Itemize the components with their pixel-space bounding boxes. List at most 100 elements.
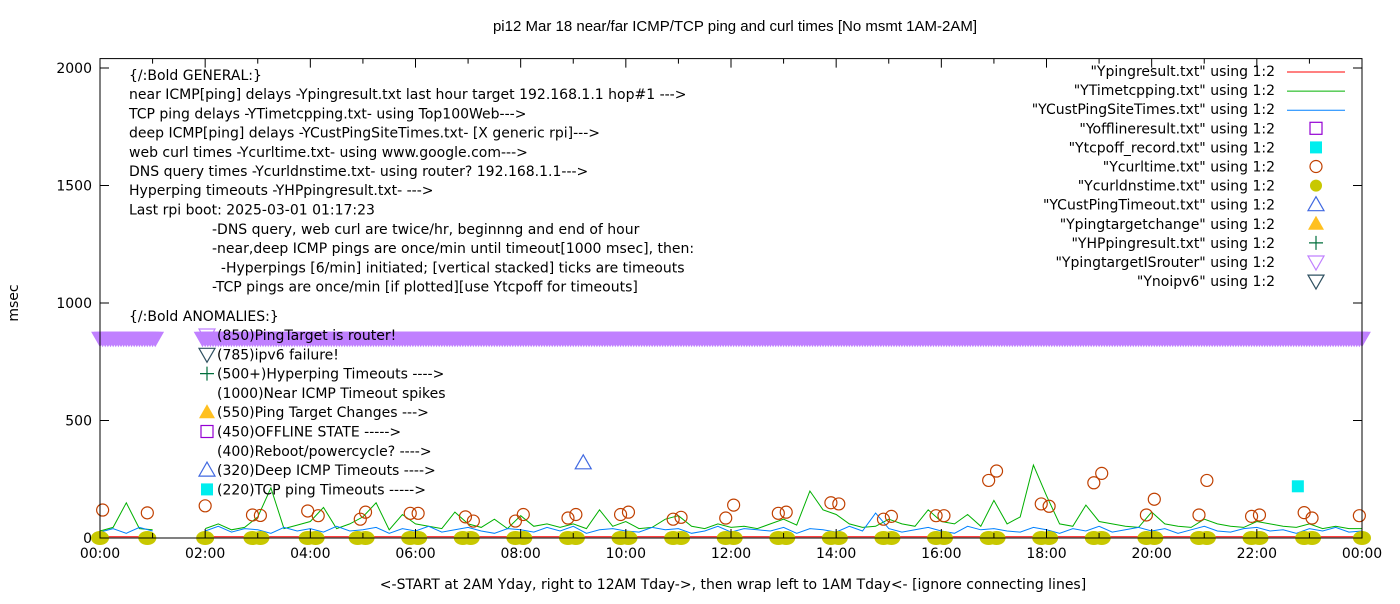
x-tick-label: 02:00 <box>185 546 225 562</box>
curl-point <box>779 505 793 519</box>
curl-point <box>1042 499 1056 513</box>
legend-label: "Ytcpoff_record.txt" using 1:2 <box>1069 140 1275 156</box>
legend-label: "Yofflineresult.txt" using 1:2 <box>1079 121 1275 137</box>
anomaly-text: (500+)Hyperping Timeouts ----> <box>217 367 444 383</box>
y-tick-label: 1000 <box>56 296 92 312</box>
anomaly-text: (450)OFFLINE STATE -----> <box>217 425 401 441</box>
curl-point <box>198 499 212 513</box>
curl-point <box>245 508 260 522</box>
legend-label: "Ycurldnstime.txt" using 1:2 <box>1078 179 1275 195</box>
annotation-note: -near,deep ICMP pings are once/min until… <box>212 241 694 257</box>
anomaly-symbol-plus <box>200 366 214 381</box>
y-tick-label: 500 <box>65 414 92 430</box>
legend-symbol-square-open <box>1309 121 1323 135</box>
curl-point <box>1087 476 1101 490</box>
legend-symbol-circle-open <box>1309 159 1323 174</box>
annotation-line: Hyperping timeouts -YHPpingresult.txt- -… <box>129 183 434 199</box>
anomalies-title: {/:Bold ANOMALIES:} <box>129 309 279 325</box>
curl-point <box>832 497 846 511</box>
anomaly-text: (1000)Near ICMP Timeout spikes <box>217 386 446 402</box>
curl-point <box>458 510 473 524</box>
x-tick-label: 04:00 <box>290 546 330 562</box>
anomaly-text: (550)Ping Target Changes ---> <box>217 405 429 421</box>
curl-point <box>311 509 325 523</box>
anomaly-symbol-triangle-up-open <box>197 460 217 477</box>
curl-point <box>353 512 367 526</box>
curl-point <box>1192 508 1206 522</box>
curl-point <box>771 506 785 520</box>
legend: "Ypingresult.txt" using 1:2 "YTimetcpping… <box>1032 64 1345 291</box>
curl-point <box>358 505 373 519</box>
curl-point <box>1147 492 1161 506</box>
anomaly-symbol-triangle-down-open <box>197 347 217 364</box>
axes: 0 500 1000 1500 2000 00:00 02:00 04:00 06:00 08:0… <box>56 58 1382 562</box>
legend-label: "YTimetcpping.txt" using 1:2 <box>1074 83 1275 99</box>
curl-point <box>937 509 951 523</box>
x-tick-label: 10:00 <box>606 546 646 562</box>
curl-point <box>1200 473 1214 488</box>
curl-point <box>1244 509 1259 523</box>
x-tick-label: 00:00 <box>80 546 120 562</box>
legend-symbol-circle-filled <box>1310 179 1322 192</box>
curl-point <box>989 464 1004 478</box>
annotation-note: -TCP pings are once/min [if plotted][use… <box>212 280 638 296</box>
anomaly-symbol-square-filled <box>201 483 213 496</box>
curl-point <box>1252 508 1267 522</box>
legend-label: "YCustPingSiteTimes.txt" using 1:2 <box>1032 102 1275 118</box>
curl-point <box>674 510 688 524</box>
annotation-line: Last rpi boot: 2025-03-01 01:17:23 <box>129 202 375 218</box>
chart-title: pi12 Mar 18 near/far ICMP/TCP ping and c… <box>493 18 977 35</box>
curl-point <box>1139 508 1154 522</box>
anomaly-text: (400)Reboot/powercycle? ----> <box>217 444 432 460</box>
x-tick-label: 12:00 <box>711 546 751 562</box>
curl-point <box>253 508 267 523</box>
legend-symbol-square-filled <box>1310 141 1322 154</box>
legend-label: "YHPpingresult.txt" using 1:2 <box>1071 236 1275 252</box>
annotation-line: near ICMP[ping] delays -Ypingresult.txt … <box>129 87 686 103</box>
anomaly-text: (850)PingTarget is router! <box>217 328 396 344</box>
curl-point <box>1034 497 1048 511</box>
legend-symbol-triangle-up-filled <box>1308 215 1324 230</box>
x-tick-label: 08:00 <box>500 546 540 562</box>
legend-label: "Ycurltime.txt" using 1:2 <box>1103 160 1275 176</box>
curl-point <box>613 507 628 522</box>
annotation-line: deep ICMP[ping] delays -YCustPingSiteTim… <box>129 126 600 142</box>
y-tick-label: 2000 <box>56 61 92 77</box>
curl-point <box>516 507 530 522</box>
curl-point <box>569 507 583 522</box>
curl-point <box>824 496 838 510</box>
legend-label: "Ynoipv6" using 1:2 <box>1137 274 1275 290</box>
legend-symbol-triangle-down-open <box>1306 274 1326 291</box>
anomaly-text: (220)TCP ping Timeouts -----> <box>217 482 426 498</box>
x-tick-label: 16:00 <box>921 546 961 562</box>
curl-point <box>876 512 891 526</box>
annotation-line: TCP ping delays -YTimetcpping.txt- using… <box>128 106 526 122</box>
anomaly-symbol-triangle-up-filled <box>199 404 215 419</box>
legend-symbol-triangle-up-open <box>1306 195 1326 212</box>
x-tick-label: 20:00 <box>1131 546 1171 562</box>
curl-point <box>1352 509 1366 523</box>
x-tick-label: 22:00 <box>1237 546 1277 562</box>
is-router-marker <box>146 331 165 348</box>
curl-point <box>561 511 575 525</box>
anomaly-text: (320)Deep ICMP Timeouts ----> <box>217 463 436 479</box>
legend-symbol-plus <box>1309 235 1323 250</box>
curl-point <box>884 509 898 523</box>
curl-point <box>982 473 996 488</box>
x-tick-label: 14:00 <box>816 546 856 562</box>
y-tick-label: 1500 <box>56 179 92 195</box>
legend-label: "YCustPingTimeout.txt" using 1:2 <box>1043 198 1275 214</box>
y-tick-label: 0 <box>83 531 92 547</box>
anomaly-symbol-triangle-down-open <box>197 328 217 345</box>
tcpoff-point <box>1291 480 1304 493</box>
x-tick-label: 00:00 <box>1342 546 1382 562</box>
curl-point <box>727 498 741 512</box>
curl-point <box>403 506 417 520</box>
annotations: {/:Bold GENERAL:} near ICMP[ping] delays … <box>128 68 694 498</box>
curl-point <box>411 506 425 520</box>
x-tick-label: 18:00 <box>1026 546 1066 562</box>
legend-symbol-triangle-down-open <box>1306 255 1326 272</box>
anomaly-text: (785)ipv6 failure! <box>217 347 339 363</box>
x-tick-label: 06:00 <box>395 546 435 562</box>
curl-point <box>96 503 110 517</box>
